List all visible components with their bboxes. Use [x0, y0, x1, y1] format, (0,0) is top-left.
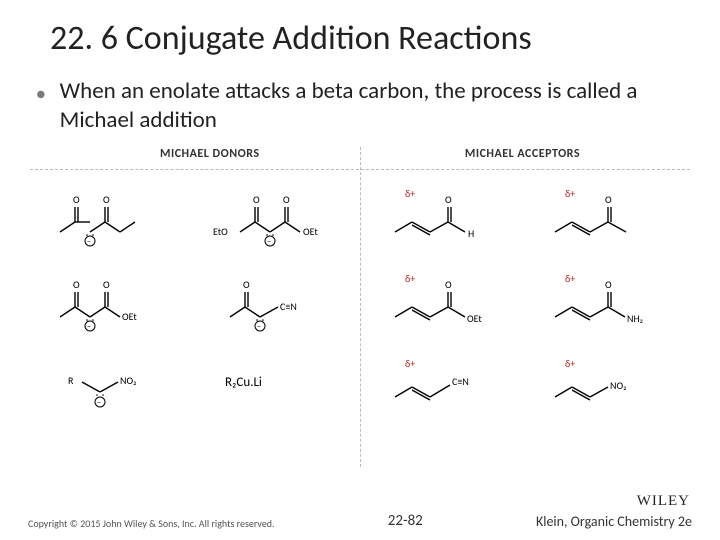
acceptor-enal: δ+ O H	[390, 187, 500, 242]
vertical-divider	[360, 147, 361, 467]
donor-nitronate: R NO₂ −	[60, 362, 160, 412]
svg-text:−: −	[87, 322, 91, 332]
donor-gilman: R₂Cu.Li	[225, 372, 262, 391]
delta-plus: δ+	[405, 272, 415, 285]
svg-text:O: O	[73, 193, 80, 206]
slide-footer: Copyright © 2015 John Wiley & Sons, Inc.…	[0, 512, 720, 530]
struct-svg: O C≡N −	[220, 272, 330, 332]
svg-text:O: O	[605, 278, 612, 291]
donor-ketoester: O O OEt −	[50, 272, 180, 332]
page-number: 22-82	[388, 512, 423, 530]
h-label: H	[468, 227, 474, 240]
bullet-item: ● When an enolate attacks a beta carbon,…	[30, 77, 690, 135]
donors-header: MICHAEL DONORS	[160, 147, 260, 161]
svg-text:O: O	[253, 193, 260, 206]
eto-label: EtO	[213, 225, 228, 238]
delta-plus: δ+	[405, 187, 415, 200]
struct-svg: O O OEt −	[50, 272, 180, 332]
bullet-text: When an enolate attacks a beta carbon, t…	[60, 77, 690, 135]
bullet-marker: ●	[36, 85, 46, 104]
svg-text:−: −	[87, 237, 91, 247]
oet-label: OEt	[467, 312, 482, 325]
svg-text:O: O	[73, 278, 80, 291]
wiley-logo: WILEY	[637, 493, 690, 510]
svg-text:−: −	[267, 237, 271, 247]
delta-plus: δ+	[565, 272, 575, 285]
oet-label: OEt	[122, 310, 137, 323]
delta-plus: δ+	[565, 357, 575, 370]
acceptor-nitro: δ+ NO₂	[550, 357, 670, 407]
oet-label: OEt	[303, 225, 318, 238]
r-label: R	[68, 374, 74, 387]
donor-diketone: O O −	[50, 187, 160, 247]
chemistry-diagram: MICHAEL DONORS MICHAEL ACCEPTORS O O −	[30, 147, 690, 467]
slide-title: 22. 6 Conjugate Addition Reactions	[30, 18, 690, 59]
nh2-label: NH₂	[627, 312, 643, 325]
svg-text:O: O	[283, 193, 290, 206]
svg-text:O: O	[605, 193, 612, 206]
book-reference: Klein, Organic Chemistry 2e	[536, 513, 692, 530]
struct-svg: O O EtO OEt −	[205, 187, 345, 247]
acceptors-header: MICHAEL ACCEPTORS	[465, 147, 580, 161]
no2-label: NO₂	[120, 374, 136, 387]
svg-text:O: O	[445, 193, 452, 206]
donor-ketonitrile: O C≡N −	[220, 272, 330, 332]
donor-malonate: O O EtO OEt −	[205, 187, 345, 247]
slide: 22. 6 Conjugate Addition Reactions ● Whe…	[0, 0, 720, 540]
svg-text:−: −	[257, 322, 261, 332]
struct-svg: O O −	[50, 187, 160, 247]
svg-text:O: O	[103, 193, 110, 206]
cn-label: C≡N	[280, 300, 297, 313]
acceptor-nitrile: δ+ C≡N	[390, 357, 510, 407]
svg-text:O: O	[103, 278, 110, 291]
cn-label: C≡N	[452, 375, 469, 388]
r2culi-label: R₂Cu.Li	[225, 375, 262, 390]
no2-label: NO₂	[610, 379, 626, 392]
delta-plus: δ+	[405, 357, 415, 370]
svg-text:O: O	[243, 278, 250, 291]
copyright-text: Copyright © 2015 John Wiley & Sons, Inc.…	[28, 517, 275, 530]
svg-text:O: O	[445, 278, 452, 291]
delta-plus: δ+	[565, 187, 575, 200]
acceptor-enone: δ+ O	[550, 187, 660, 242]
svg-text:−: −	[97, 398, 101, 408]
struct-svg: R NO₂ −	[60, 362, 160, 412]
acceptor-ester: δ+ O OEt	[390, 272, 510, 327]
acceptor-amide: δ+ O NH₂	[550, 272, 670, 327]
